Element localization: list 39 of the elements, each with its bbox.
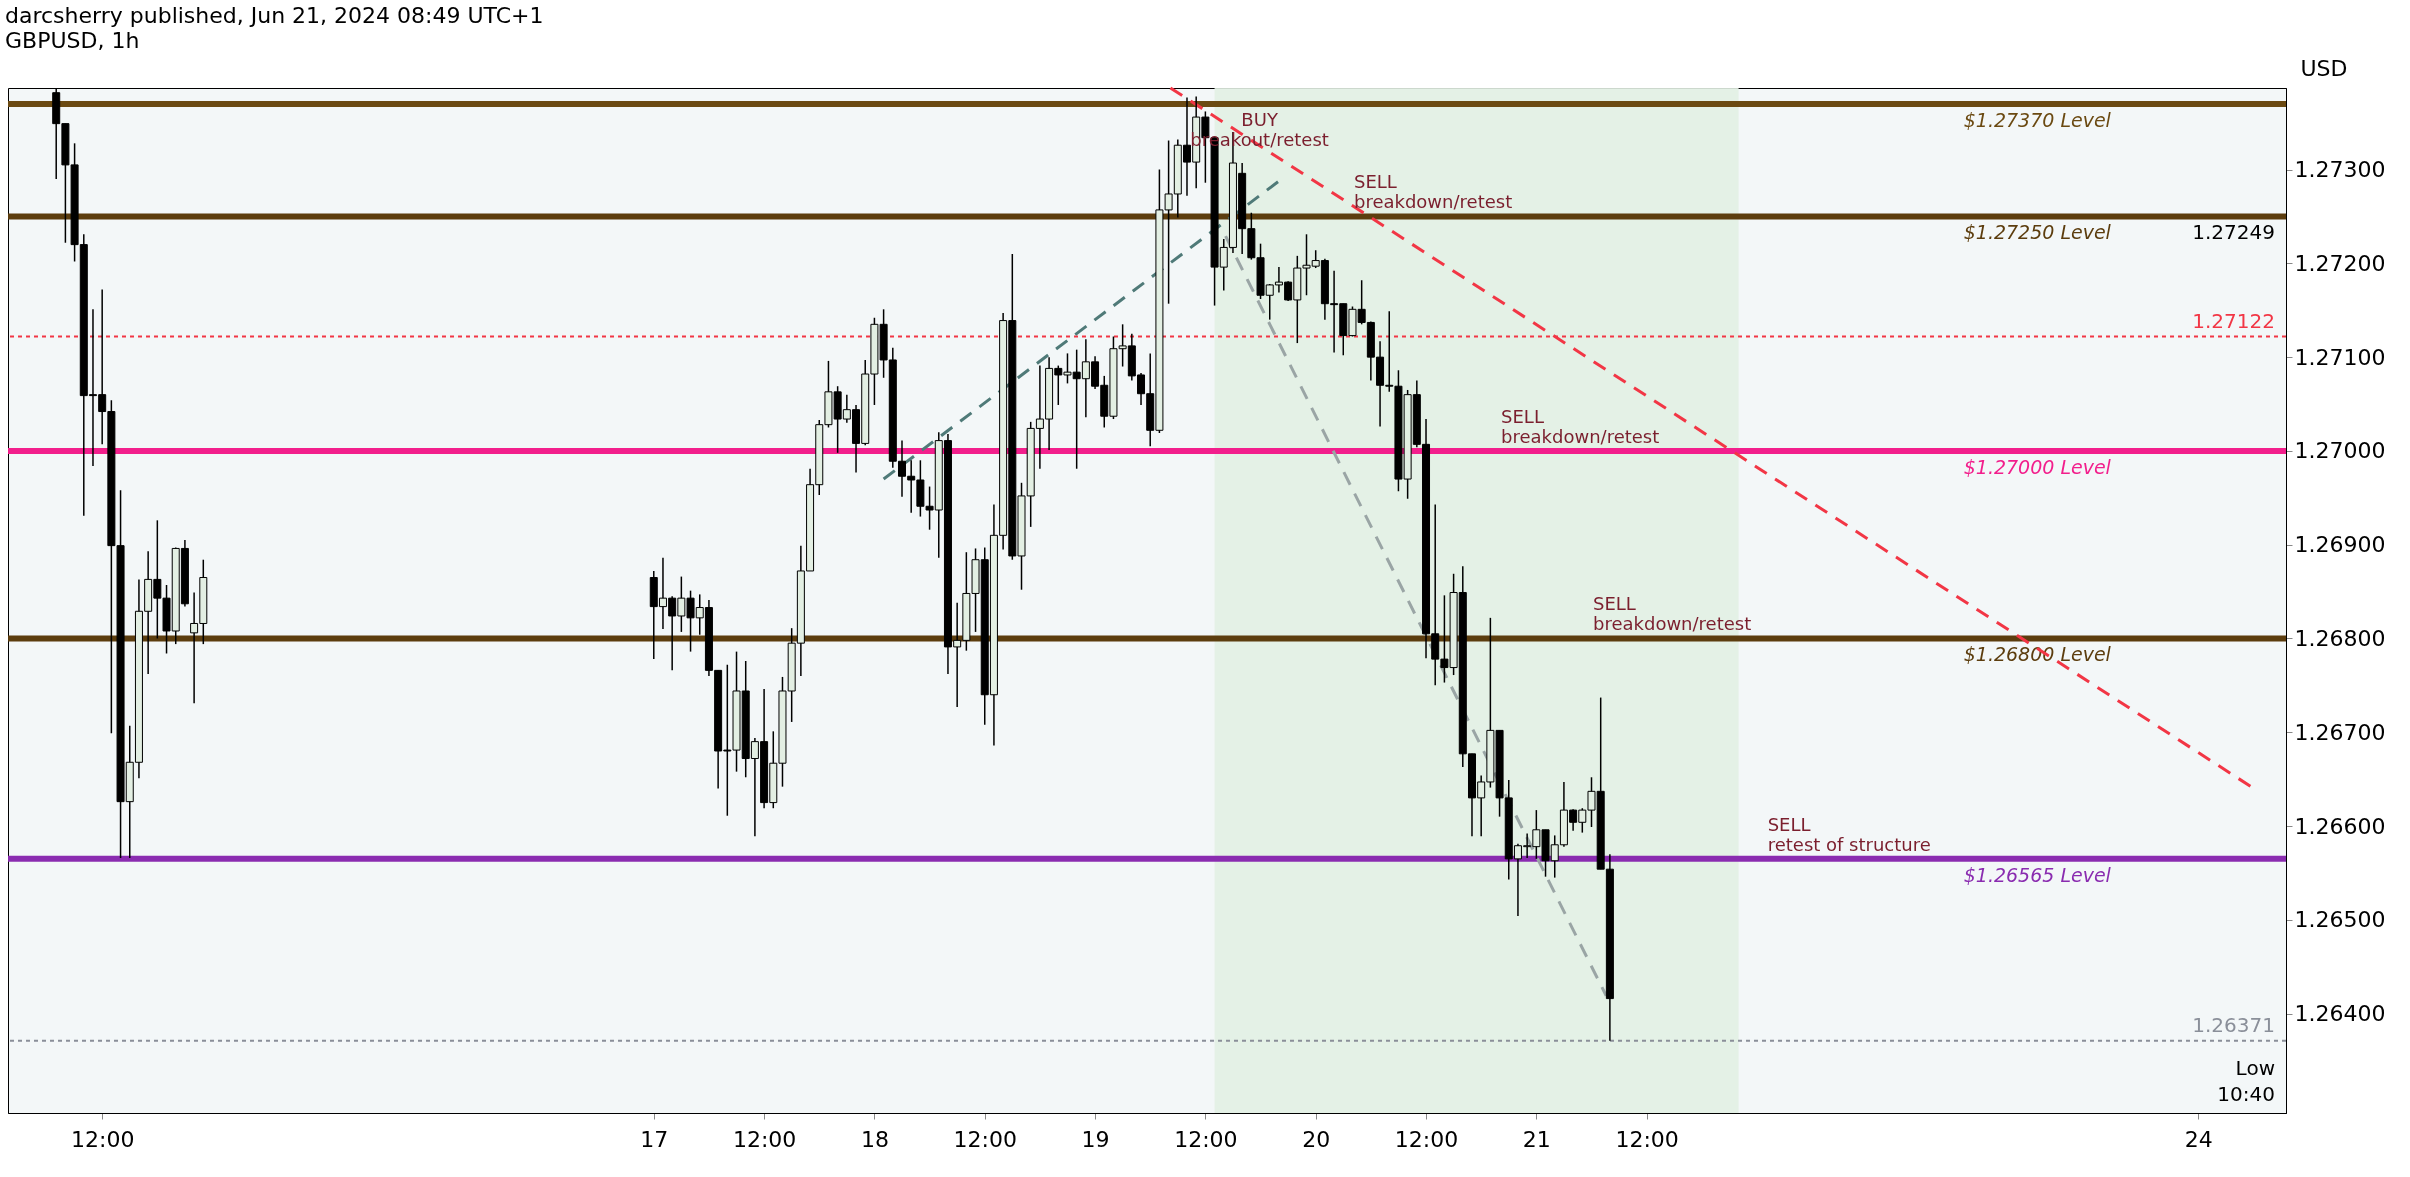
x-tick-label: 12:00 [732, 1126, 797, 1152]
annotation: SELL breakdown/retest [1593, 593, 1752, 635]
x-tick-label: 12:00 [953, 1126, 1017, 1152]
x-tick-label: 20 [1302, 1126, 1331, 1152]
y-axis-title: USD [2300, 55, 2348, 81]
x-tick-label: 12:00 [1615, 1126, 1679, 1152]
x-tick-label: 18 [860, 1126, 889, 1152]
y-tick-label: 1.27000 [2294, 438, 2386, 464]
x-tick-label: 12:00 [1174, 1126, 1238, 1152]
x-tick-label: 19 [1081, 1126, 1110, 1152]
annotation: SELL breakdown/retest [1353, 171, 1513, 213]
ref-line-label: 1.27122 [2192, 308, 2275, 333]
y-tick-label: 1.26800 [2294, 625, 2386, 651]
y-tick-label: 1.26600 [2294, 813, 2386, 839]
y-tick-label: 1.26400 [2294, 1001, 2386, 1027]
chart-subtitle: GBPUSD, 1h [5, 28, 140, 53]
ref-line-label: $1.27000 Level [1963, 455, 2112, 478]
ref-line-label: 1.26371 [2192, 1012, 2275, 1037]
annotation: SELL breakdown/retest [1501, 405, 1660, 447]
annotation: Low [2235, 1056, 2275, 1080]
chart-title: darcsherry published, Jun 21, 2024 08:49 UTC+1 [5, 3, 544, 28]
x-tick-label: 17 [640, 1126, 669, 1152]
ref-line-label: $1.26800 Level [1963, 643, 2112, 666]
x-tick-label: 12:00 [70, 1126, 135, 1152]
x-tick-label: 24 [2184, 1126, 2213, 1152]
y-tick-label: 1.26500 [2294, 907, 2386, 933]
y-tick-label: 1.26900 [2294, 532, 2386, 558]
y-tick-label: 1.26700 [2294, 719, 2386, 745]
annotation: 10:40 [2217, 1082, 2275, 1106]
ref-line-label: $1.26565 Level [1963, 863, 2112, 886]
y-tick-label: 1.27300 [2294, 157, 2386, 183]
y-tick-label: 1.27200 [2294, 250, 2386, 276]
annotation: 1.27249 [2192, 220, 2275, 245]
ref-line-label: $1.27370 Level [1963, 108, 2112, 131]
annotation: SELL retest of structure [1767, 813, 1931, 855]
x-tick-label: 12:00 [1394, 1126, 1459, 1152]
ref-line-label: $1.27250 Level [1963, 221, 2112, 244]
x-tick-label: 21 [1522, 1126, 1551, 1152]
y-tick-label: 1.27100 [2294, 344, 2386, 370]
